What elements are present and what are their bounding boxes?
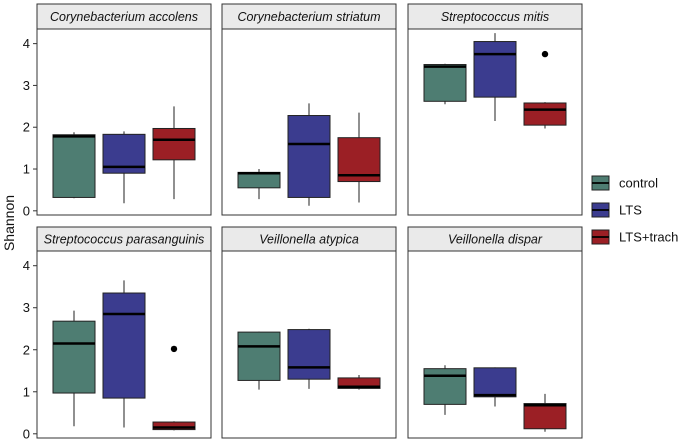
- box-lts-trach: [152, 106, 196, 200]
- outlier-point: [541, 50, 549, 58]
- box-body: [152, 421, 196, 431]
- box-control: [52, 310, 96, 427]
- facet-title: Streptococcus mitis: [441, 10, 549, 24]
- box-body: [237, 171, 281, 189]
- box-body: [423, 368, 467, 405]
- facet-title: Streptococcus parasanguinis: [44, 233, 205, 247]
- box-body: [287, 329, 331, 380]
- box-lts: [287, 328, 331, 389]
- box-body: [102, 292, 146, 399]
- facet-panel: Corynebacterium accolens 0 1 2 3 4: [23, 3, 212, 218]
- facet-title: Veillonella dispar: [448, 233, 543, 247]
- facet-strip: [221, 3, 397, 30]
- box-control: [237, 169, 281, 200]
- y-tick-label: 0: [23, 426, 30, 441]
- box-lts-trach: [337, 374, 381, 390]
- legend-label: control: [619, 176, 658, 191]
- facet-title: Corynebacterium accolens: [50, 10, 198, 24]
- box-lts-trach: [523, 50, 567, 129]
- facet-title: Veillonella atypica: [259, 233, 359, 247]
- y-tick-label: 4: [23, 36, 30, 51]
- legend-item: control: [591, 175, 658, 191]
- legend-label: LTS+trach: [619, 230, 678, 245]
- box-lts-trach: [152, 345, 196, 431]
- box-control: [237, 331, 281, 390]
- facet-panel: Veillonella atypica: [221, 226, 397, 439]
- box-lts: [102, 131, 146, 204]
- box-lts-trach: [337, 112, 381, 203]
- legend-item: LTS: [591, 202, 642, 218]
- box-body: [337, 377, 381, 389]
- facet-strip: [407, 226, 583, 252]
- facet-panel: Streptococcus parasanguinis 0 1 2 3 4: [23, 226, 212, 441]
- legend: control LTS LTS+trach: [591, 175, 678, 245]
- facet-panel: Streptococcus mitis: [407, 3, 583, 216]
- facet-strip: [407, 3, 583, 30]
- legend-item: LTS+trach: [591, 229, 678, 245]
- y-axis-label: Shannon: [1, 195, 17, 251]
- facet-title: Corynebacterium striatum: [237, 10, 380, 24]
- facet-strip: [36, 226, 212, 252]
- box-body: [473, 367, 517, 398]
- box-lts: [473, 33, 517, 121]
- outlier-point: [170, 345, 178, 353]
- facet-panel: Veillonella dispar: [407, 226, 583, 439]
- box-lts: [287, 103, 331, 206]
- y-tick-label: 1: [23, 384, 30, 399]
- facet-strip: [221, 226, 397, 252]
- facet-strip: [36, 3, 212, 30]
- y-tick-label: 2: [23, 120, 30, 135]
- box-body: [423, 64, 467, 102]
- box-body: [52, 320, 96, 394]
- box-body: [473, 41, 517, 98]
- facet-panels: Corynebacterium accolens01234Corynebacte…: [23, 3, 583, 441]
- facet-panel: Corynebacterium striatum: [221, 3, 397, 216]
- box-body: [237, 331, 281, 381]
- box-body: [523, 102, 567, 126]
- y-tick-label: 2: [23, 342, 30, 357]
- box-control: [423, 63, 467, 105]
- y-tick-label: 3: [23, 300, 30, 315]
- box-control: [423, 365, 467, 415]
- y-tick-label: 4: [23, 258, 30, 273]
- box-body: [52, 134, 96, 198]
- y-tick-label: 3: [23, 78, 30, 93]
- y-tick-label: 1: [23, 162, 30, 177]
- y-tick-label: 0: [23, 203, 30, 218]
- legend-label: LTS: [619, 203, 642, 218]
- box-body: [523, 403, 567, 430]
- box-control: [52, 132, 96, 199]
- box-lts-trach: [523, 393, 567, 432]
- box-body: [287, 115, 331, 198]
- box-lts: [102, 280, 146, 428]
- box-body: [152, 127, 196, 161]
- box-lts: [473, 367, 517, 407]
